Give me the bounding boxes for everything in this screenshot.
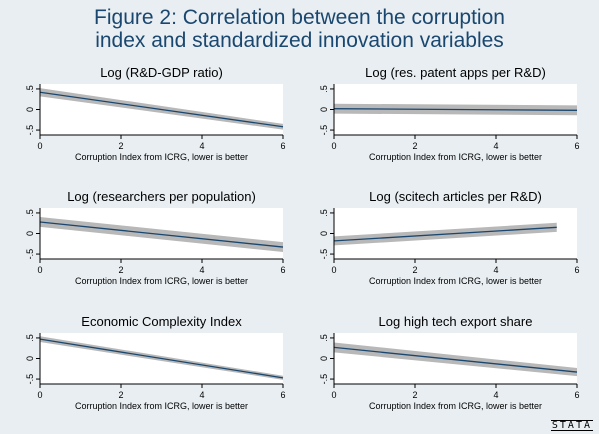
panel-title: Log (researchers per population) <box>67 189 256 204</box>
x-tick-label: 6 <box>574 265 579 275</box>
y-tick-label: 0 <box>25 107 35 112</box>
y-tick-label: -.5 <box>25 125 35 136</box>
y-tick-label: .5 <box>319 334 329 342</box>
x-tick-label: 4 <box>199 141 204 151</box>
y-tick-label: .5 <box>25 209 35 217</box>
y-tick-label: 0 <box>25 356 35 361</box>
x-tick-label: 6 <box>574 141 579 151</box>
x-tick-label: 2 <box>412 265 417 275</box>
x-axis-title: Corruption Index from ICRG, lower is bet… <box>75 152 248 162</box>
fit-line <box>39 91 284 128</box>
x-tick-label: 0 <box>37 265 42 275</box>
x-tick-label: 6 <box>574 390 579 400</box>
figure-title: Figure 2: Correlation between the corrup… <box>0 6 599 52</box>
panel-title: Log (scitech articles per R&D) <box>369 189 542 204</box>
stata-logo: STATA <box>550 420 593 431</box>
chart-panel: Log (researchers per population)0 2 4 6-.50… <box>25 189 286 286</box>
x-tick-label: 2 <box>118 141 123 151</box>
x-tick-label: 4 <box>493 141 498 151</box>
x-tick-label: 0 <box>331 265 336 275</box>
y-tick-label: 0 <box>319 356 329 361</box>
y-tick-label: -.5 <box>25 249 35 260</box>
x-axis-title: Corruption Index from ICRG, lower is bet… <box>369 401 542 411</box>
x-tick-label: 4 <box>493 390 498 400</box>
fit-line <box>333 226 557 242</box>
x-tick-label: 0 <box>331 141 336 151</box>
chart-panel: Log (R&D-GDP ratio)0 2 4 6-.50.5Corruption … <box>25 65 286 162</box>
y-tick-label: 0 <box>319 107 329 112</box>
fit-line <box>39 338 284 379</box>
y-tick-label: .5 <box>25 334 35 342</box>
panel-title: Log high tech export share <box>379 314 533 329</box>
x-axis-title: Corruption Index from ICRG, lower is bet… <box>369 276 542 286</box>
x-tick-label: 2 <box>118 265 123 275</box>
y-tick-label: .5 <box>319 85 329 93</box>
y-tick-label: -.5 <box>319 249 329 260</box>
panel-title: Log (R&D-GDP ratio) <box>100 65 223 80</box>
x-tick-label: 2 <box>412 390 417 400</box>
x-axis-title: Corruption Index from ICRG, lower is bet… <box>75 276 248 286</box>
figure-title-line-1: Figure 2: Correlation between the corrup… <box>94 6 505 29</box>
chart-panel: Log (res. patent apps per R&D)0 2 4 6-.50.5… <box>319 65 580 162</box>
x-tick-label: 6 <box>280 141 285 151</box>
x-axis-title: Corruption Index from ICRG, lower is bet… <box>369 152 542 162</box>
fit-line <box>39 221 284 248</box>
panel-title: Log (res. patent apps per R&D) <box>365 65 546 80</box>
x-tick-label: 4 <box>199 265 204 275</box>
y-tick-label: -.5 <box>319 374 329 385</box>
x-tick-label: 6 <box>280 390 285 400</box>
y-tick-label: .5 <box>319 209 329 217</box>
x-axis-title: Corruption Index from ICRG, lower is bet… <box>75 401 248 411</box>
y-tick-label: .5 <box>25 85 35 93</box>
x-tick-label: 0 <box>37 390 42 400</box>
x-tick-label: 0 <box>331 390 336 400</box>
chart-panel: Log (scitech articles per R&D)0 2 4 6-.50.5… <box>319 189 580 286</box>
panel-title: Economic Complexity Index <box>81 314 242 329</box>
y-tick-label: 0 <box>319 231 329 236</box>
x-tick-label: 0 <box>37 141 42 151</box>
y-tick-label: -.5 <box>319 125 329 136</box>
x-tick-label: 2 <box>412 141 417 151</box>
x-tick-label: 4 <box>199 390 204 400</box>
y-tick-label: -.5 <box>25 374 35 385</box>
fit-line <box>333 108 578 111</box>
x-tick-label: 6 <box>280 265 285 275</box>
x-tick-label: 2 <box>118 390 123 400</box>
x-tick-label: 4 <box>493 265 498 275</box>
figure-title-line-2: index and standardized innovation variab… <box>95 29 504 52</box>
y-tick-label: 0 <box>25 231 35 236</box>
fit-line <box>333 346 578 373</box>
